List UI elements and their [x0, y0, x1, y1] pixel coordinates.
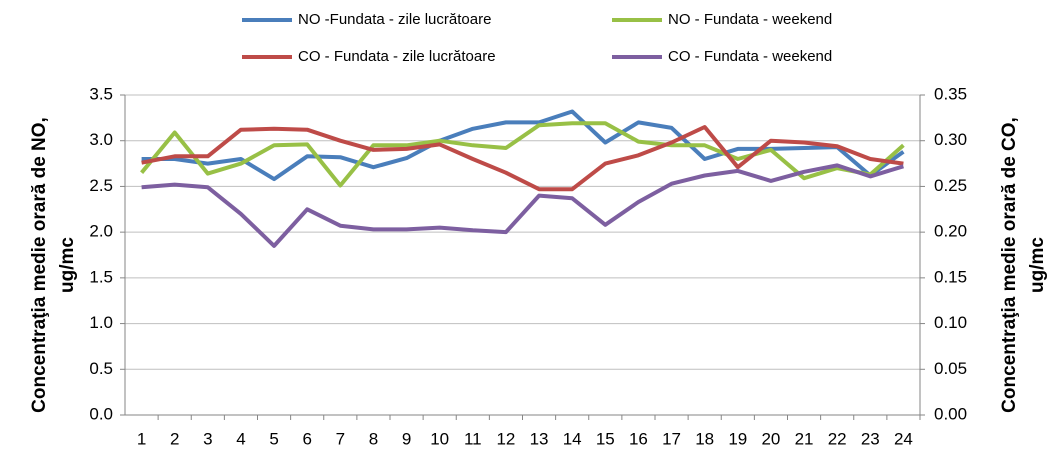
y-tick-label: 0.20: [934, 222, 967, 241]
axis-title: Concentraţia medie orară de CO,: [999, 117, 1020, 413]
y-tick-label: 0.25: [934, 176, 967, 195]
y-tick-label: 0.35: [934, 84, 967, 103]
series-line: [141, 109, 905, 182]
x-tick-label: 8: [369, 429, 378, 448]
x-tick-label: 22: [828, 429, 847, 448]
x-tick-label: 20: [761, 429, 780, 448]
legend-label: CO - Fundata - zile lucrătoare: [298, 48, 496, 65]
y-tick-label: 2.0: [89, 222, 113, 241]
y-tick-label: 0.00: [934, 404, 967, 423]
x-tick-label: 4: [236, 429, 245, 448]
x-tick-label: 3: [203, 429, 212, 448]
y-tick-label: 0.05: [934, 359, 967, 378]
x-tick-label: 5: [269, 429, 278, 448]
x-tick-label: 13: [530, 429, 549, 448]
y-tick-label: 0.5: [89, 359, 113, 378]
x-tick-label: 16: [629, 429, 648, 448]
x-tick-label: 6: [302, 429, 311, 448]
axis-title: ug/mc: [1027, 237, 1048, 293]
y-tick-label: 1.5: [89, 267, 113, 286]
y-tick-label: 3.5: [89, 84, 113, 103]
series-line: [141, 163, 904, 248]
legend-label: NO -Fundata - zile lucrătoare: [298, 11, 491, 28]
legend-label: NO - Fundata - weekend: [668, 11, 832, 28]
y-tick-label: 2.5: [89, 176, 113, 195]
x-tick-label: 17: [662, 429, 681, 448]
y-tick-label: 0.0: [89, 404, 113, 423]
x-tick-label: 15: [596, 429, 615, 448]
y-tick-label: 0.10: [934, 313, 967, 332]
series-line: [140, 121, 905, 188]
y-tick-label: 0.15: [934, 267, 967, 286]
x-tick-label: 23: [861, 429, 880, 448]
x-tick-label: 19: [728, 429, 747, 448]
y-tick-label: 1.0: [89, 313, 113, 332]
x-tick-label: 2: [170, 429, 179, 448]
x-tick-label: 1: [137, 429, 146, 448]
x-tick-label: 12: [496, 429, 515, 448]
series-line: [141, 125, 904, 192]
axis-title: Concentraţia medie orară de NO,: [29, 117, 50, 413]
x-tick-label: 9: [402, 429, 411, 448]
x-tick-label: 18: [695, 429, 714, 448]
x-tick-label: 24: [894, 429, 913, 448]
x-tick-label: 11: [464, 429, 482, 448]
x-tick-label: 7: [336, 429, 345, 448]
x-tick-label: 10: [430, 429, 449, 448]
y-tick-label: 3.0: [89, 130, 113, 149]
y-tick-label: 0.30: [934, 130, 967, 149]
x-tick-label: 21: [795, 429, 814, 448]
axis-title: ug/mc: [57, 237, 78, 293]
legend-label: CO - Fundata - weekend: [668, 48, 832, 65]
x-tick-label: 14: [563, 429, 582, 448]
